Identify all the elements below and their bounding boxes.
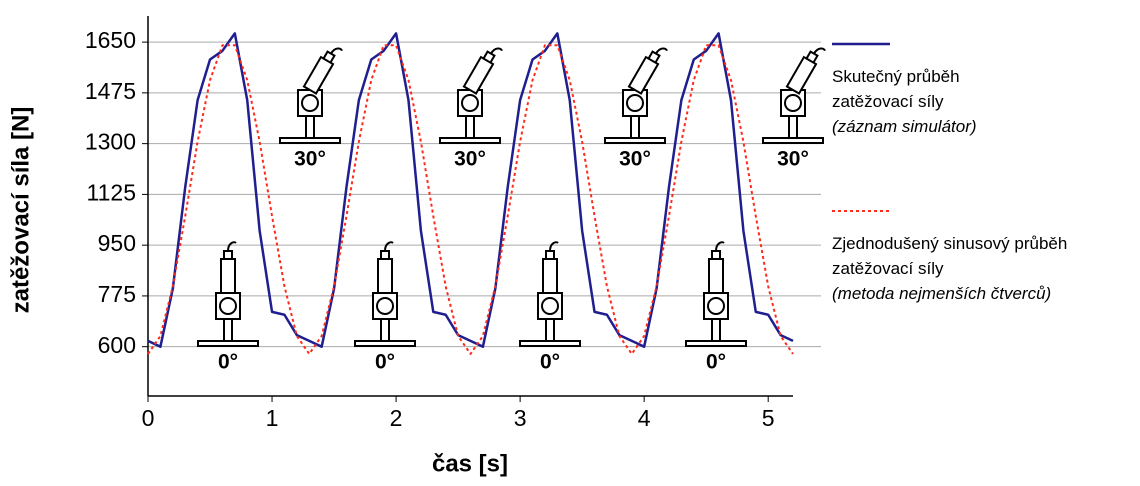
icon-cable bbox=[715, 241, 725, 252]
icon-cap bbox=[647, 50, 661, 64]
y-tick-label: 1300 bbox=[85, 129, 136, 155]
icon-post bbox=[465, 115, 475, 139]
x-axis-label: čas [s] bbox=[432, 450, 508, 477]
icon-post bbox=[630, 115, 640, 139]
legend-note: (metoda nejmenších čtverců) bbox=[832, 284, 1052, 303]
icon-cylinder bbox=[542, 258, 558, 294]
annotation: 0° bbox=[706, 351, 726, 374]
apparatus-icon: 30° bbox=[762, 47, 826, 171]
x-tick-label: 2 bbox=[390, 405, 403, 431]
y-tick-label: 775 bbox=[98, 281, 136, 307]
icon-cable bbox=[227, 241, 237, 252]
legend-entry: Zjednodušený sinusový průběh zatěžovací … bbox=[832, 231, 1137, 306]
icon-cable bbox=[655, 47, 668, 55]
icon-post bbox=[711, 318, 721, 342]
annotation: 0° bbox=[375, 351, 395, 374]
x-tick-label: 3 bbox=[514, 405, 527, 431]
y-tick-label: 1475 bbox=[85, 78, 136, 104]
icon-cap bbox=[380, 250, 390, 260]
series-line bbox=[147, 32, 794, 348]
apparatus-icon: 0° bbox=[519, 241, 581, 374]
y-axis-label: zatěžovací síla [N] bbox=[7, 107, 34, 314]
annotation: 0° bbox=[540, 351, 560, 374]
icon-head bbox=[542, 241, 559, 294]
annotation: 30° bbox=[294, 148, 326, 171]
icon-post bbox=[788, 115, 798, 139]
icon-post bbox=[380, 318, 390, 342]
icon-cylinder bbox=[377, 258, 393, 294]
annotation: 30° bbox=[777, 148, 809, 171]
icon-cable bbox=[813, 47, 826, 55]
icon-post bbox=[545, 318, 555, 342]
icon-head bbox=[708, 241, 725, 294]
icon-head bbox=[627, 47, 668, 95]
icon-cap bbox=[223, 250, 233, 260]
icon-cap bbox=[545, 250, 555, 260]
apparatus-icon: 30° bbox=[439, 47, 503, 171]
apparatus-icon: 0° bbox=[354, 241, 416, 374]
legend-label: Zjednodušený sinusový průběh zatěžovací … bbox=[832, 234, 1068, 278]
icon-head bbox=[220, 241, 237, 294]
icon-circle bbox=[541, 297, 559, 315]
x-tick-label: 1 bbox=[266, 405, 279, 431]
apparatus-icon: 0° bbox=[197, 241, 259, 374]
icon-head bbox=[302, 47, 343, 95]
icon-circle bbox=[301, 94, 319, 112]
icon-cap bbox=[805, 50, 819, 64]
icon-circle bbox=[784, 94, 802, 112]
icon-circle bbox=[707, 297, 725, 315]
icon-cable bbox=[330, 47, 343, 55]
apparatus-icon: 0° bbox=[685, 241, 747, 374]
annotation: 0° bbox=[218, 351, 238, 374]
y-tick-label: 1650 bbox=[85, 27, 136, 53]
icon-cap bbox=[322, 50, 336, 64]
icon-circle bbox=[626, 94, 644, 112]
x-tick-label: 4 bbox=[638, 405, 651, 431]
series-line bbox=[147, 44, 794, 355]
legend-note: (záznam simulátor) bbox=[832, 117, 977, 136]
y-tick-label: 1125 bbox=[87, 179, 136, 205]
icon-head bbox=[785, 47, 826, 95]
icon-head bbox=[377, 241, 394, 294]
y-tick-label: 950 bbox=[98, 230, 136, 256]
icon-cylinder bbox=[220, 258, 236, 294]
icon-cable bbox=[549, 241, 559, 252]
apparatus-icon: 30° bbox=[604, 47, 668, 171]
x-tick-label: 0 bbox=[142, 405, 155, 431]
icon-cable bbox=[384, 241, 394, 252]
icon-circle bbox=[376, 297, 394, 315]
apparatus-icon: 30° bbox=[279, 47, 343, 171]
icon-cylinder bbox=[708, 258, 724, 294]
icon-cable bbox=[490, 47, 503, 55]
icon-cap bbox=[482, 50, 496, 64]
legend-entry: Skutečný průběh zatěžovací síly (záznam … bbox=[832, 64, 1132, 139]
icon-post bbox=[223, 318, 233, 342]
icon-circle bbox=[461, 94, 479, 112]
icon-circle bbox=[219, 297, 237, 315]
icon-cap bbox=[711, 250, 721, 260]
legend-label: Skutečný průběh zatěžovací síly bbox=[832, 67, 960, 111]
annotation: 30° bbox=[619, 148, 651, 171]
annotation: 30° bbox=[454, 148, 486, 171]
x-tick-label: 5 bbox=[762, 405, 775, 431]
icon-post bbox=[305, 115, 315, 139]
icon-head bbox=[462, 47, 503, 95]
y-tick-label: 600 bbox=[98, 332, 136, 358]
